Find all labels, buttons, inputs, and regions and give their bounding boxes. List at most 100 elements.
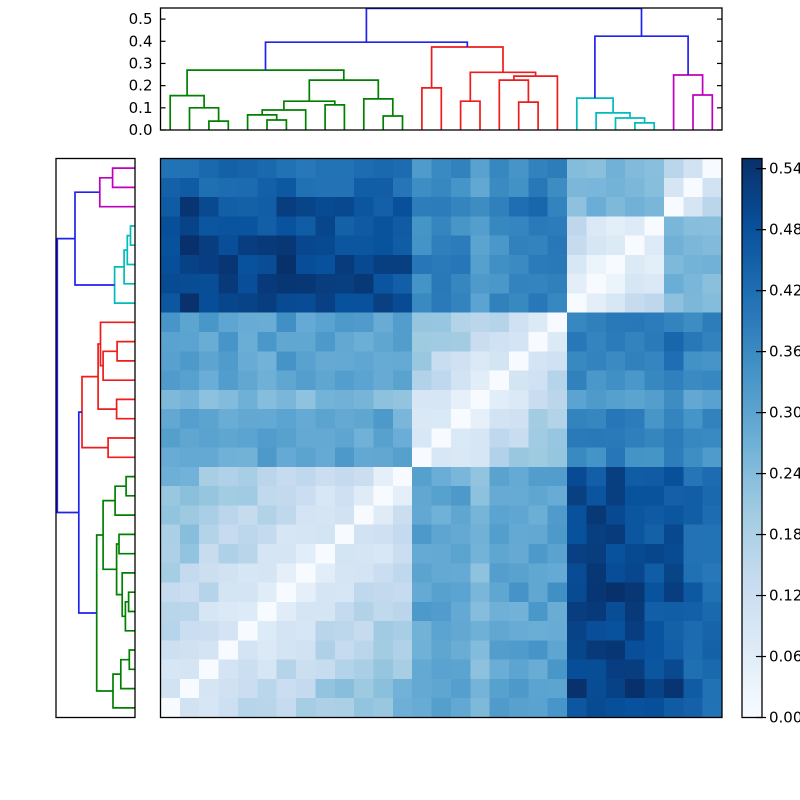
heatmap-cell (237, 389, 258, 410)
heatmap-cell (625, 582, 645, 603)
heatmap-cell (567, 601, 587, 622)
heatmap-cell (373, 216, 394, 236)
heatmap-cell (412, 466, 432, 487)
heatmap-cell (605, 370, 626, 391)
heatmap-cell (470, 370, 490, 391)
colorbar-tick-label: 0.36 (769, 343, 800, 361)
heatmap-cell (199, 331, 219, 352)
left-dendrogram (56, 167, 135, 709)
heatmap-cell (412, 447, 432, 468)
heatmap-cell (567, 216, 587, 236)
heatmap-cell (625, 177, 645, 198)
heatmap-cell (605, 254, 626, 275)
heatmap-cell (702, 601, 723, 622)
heatmap-cell (412, 505, 432, 526)
heatmap-cell (199, 601, 219, 622)
heatmap-cell (334, 582, 355, 603)
heatmap-cell (412, 640, 432, 660)
heatmap-cell (470, 698, 490, 718)
heatmap-cell (683, 216, 703, 236)
heatmap-cell (160, 389, 181, 410)
heatmap-cell (315, 293, 336, 314)
heatmap-cell (586, 389, 607, 410)
heatmap-cell (296, 659, 316, 680)
heatmap-cell (528, 235, 549, 256)
heatmap-cell (296, 524, 316, 545)
heatmap-cell (160, 274, 181, 294)
heatmap-cell (528, 274, 549, 294)
heatmap-cell (237, 197, 258, 217)
heatmap-cell (218, 216, 239, 236)
heatmap-cell (644, 601, 665, 622)
dendrogram-link (595, 112, 631, 130)
heatmap-cell (683, 544, 703, 564)
heatmap-cell (412, 486, 432, 506)
heatmap-cell (257, 524, 277, 545)
heatmap-cell (218, 254, 239, 275)
heatmap-cell (547, 312, 568, 333)
heatmap-cell (683, 177, 703, 198)
heatmap-cell (663, 563, 684, 583)
heatmap-cell (296, 698, 316, 718)
heatmap-cell (450, 235, 471, 256)
heatmap-cell (450, 274, 471, 294)
heatmap-cell (605, 235, 626, 256)
heatmap-cell (354, 524, 374, 545)
heatmap-cell (179, 370, 200, 391)
heatmap-cell (528, 447, 549, 468)
heatmap-cell (567, 544, 587, 564)
heatmap-cell (663, 351, 684, 371)
heatmap-cell (257, 177, 277, 198)
heatmap-cell (625, 428, 645, 448)
heatmap-cell (276, 486, 297, 506)
heatmap-cell (315, 216, 336, 236)
heatmap-cell (567, 274, 587, 294)
heatmap-cell (450, 197, 471, 217)
heatmap-cell (373, 409, 394, 429)
heatmap-cell (276, 235, 297, 256)
heatmap-cell (450, 563, 471, 583)
heatmap-cell (412, 370, 432, 391)
heatmap-cell (625, 235, 645, 256)
heatmap-cell (625, 486, 645, 506)
heatmap-cell (412, 409, 432, 429)
heatmap-cell (296, 563, 316, 583)
heatmap-cell (567, 293, 587, 314)
heatmap-cell (702, 177, 723, 198)
heatmap-cell (450, 466, 471, 487)
heatmap-cell (470, 524, 490, 545)
colorbar (742, 158, 762, 718)
heatmap-cell (586, 254, 607, 275)
heatmap-cell (702, 370, 723, 391)
heatmap-cell (528, 389, 549, 410)
heatmap-cell (683, 447, 703, 468)
tick-labels: 0.0 0.1 0.2 0.3 0.4 0.5 0.00 0.06 0.12 0.18 0.24 0.… (129, 10, 800, 726)
heatmap-cell (334, 544, 355, 564)
heatmap-cell (702, 293, 723, 314)
heatmap-cell (470, 216, 490, 236)
heatmap-cell (412, 158, 432, 179)
heatmap-cell (237, 312, 258, 333)
heatmap-cell (237, 544, 258, 564)
heatmap-cell (315, 158, 336, 179)
heatmap-cell (257, 331, 277, 352)
heatmap-cell (431, 216, 452, 236)
heatmap-cell (567, 659, 587, 680)
heatmap-cell (528, 370, 549, 391)
heatmap-cell (315, 524, 336, 545)
heatmap-cell (218, 582, 239, 603)
heatmap-cell (315, 389, 336, 410)
heatmap-cell (470, 505, 490, 526)
heatmap-cell (644, 158, 665, 179)
heatmap-cell (509, 389, 529, 410)
heatmap-cell (625, 640, 645, 660)
heatmap-cell (702, 235, 723, 256)
heatmap-cell (354, 370, 374, 391)
heatmap-cell (470, 659, 490, 680)
dendrogram-link (129, 225, 135, 247)
heatmap-cell (354, 235, 374, 256)
heatmap-cell (354, 351, 374, 371)
heatmap-cell (392, 659, 413, 680)
heatmap-cell (509, 659, 529, 680)
heatmap-cell (412, 351, 432, 371)
